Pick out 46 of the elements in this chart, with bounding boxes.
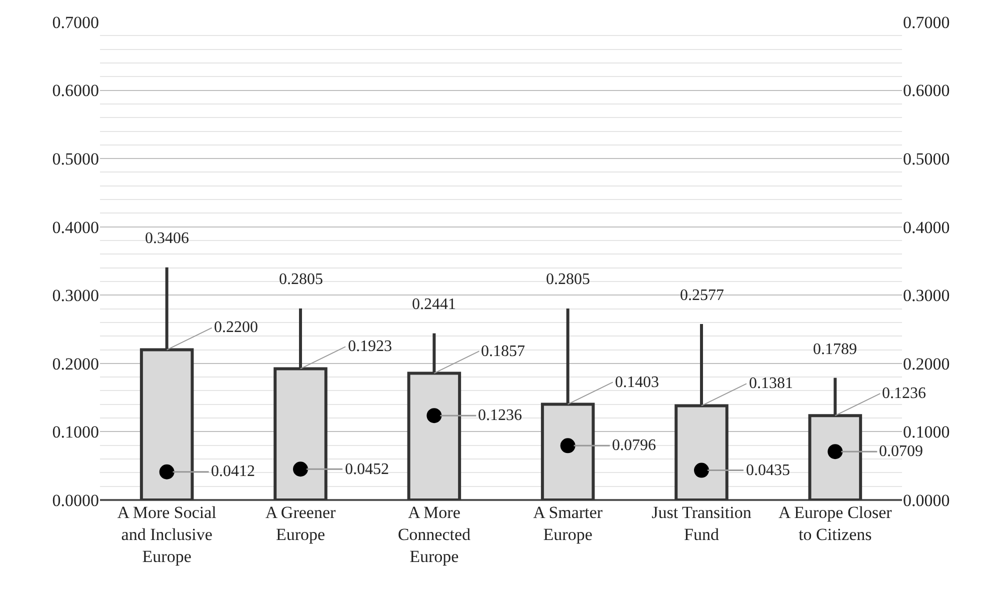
data-label: 0.1236	[478, 407, 522, 424]
data-label: 0.1381	[749, 375, 793, 392]
point	[426, 408, 442, 424]
y2-tick-label: 0.7000	[903, 12, 950, 32]
x-tick-label: Just Transition Fund	[652, 503, 752, 544]
annotation: 0.2805	[546, 271, 590, 288]
y2-tick-label: 0.5000	[903, 150, 950, 169]
x-tick-label: A Europe Closer to Citizens	[778, 503, 892, 544]
annotation: 0.2577	[680, 287, 724, 304]
y-tick-label: 0.7000	[52, 12, 99, 32]
y2-tick-label: 0.6000	[903, 81, 950, 100]
y-tick-label: 0.2000	[52, 354, 99, 374]
x-tick-label: A Smarter Europe	[533, 503, 603, 544]
y2-tick-label: 0.0000	[903, 490, 950, 510]
data-label: 0.0709	[879, 443, 923, 460]
data-label: 0.1403	[615, 374, 659, 391]
y-tick-label: 0.4000	[52, 218, 99, 237]
x-tick-label: A More Connected Europe	[398, 503, 472, 566]
point	[560, 438, 576, 454]
point	[293, 462, 308, 477]
data-label: 0.1236	[882, 385, 926, 402]
data-label: 0.0796	[612, 437, 656, 454]
data-label: 0.1923	[348, 338, 392, 355]
y-tick-label: 0.6000	[52, 81, 99, 100]
y-tick-label: 0.1000	[52, 422, 99, 442]
point	[694, 462, 709, 478]
y-tick-label: 0.5000	[52, 150, 99, 169]
annotation: 0.3406	[145, 230, 189, 247]
annotation: 0.2441	[412, 296, 456, 313]
y2-tick-label: 0.4000	[903, 218, 950, 237]
x-tick-label: A More Social and Inclusive Europe	[117, 503, 217, 566]
annotation: 0.2805	[279, 271, 323, 288]
data-label: 0.0435	[746, 462, 790, 479]
x-tick-label: A Greener Europe	[265, 503, 336, 544]
annotation: 0.1789	[813, 341, 857, 358]
data-label: 0.2200	[214, 319, 258, 336]
y2-tick-label: 0.1000	[903, 422, 950, 442]
y-tick-label: 0.3000	[52, 286, 99, 306]
data-label: 0.0412	[211, 463, 255, 480]
y2-tick-label: 0.2000	[903, 354, 950, 374]
point	[828, 444, 843, 460]
point	[159, 464, 174, 480]
y2-tick-label: 0.3000	[903, 286, 950, 306]
data-label: 0.1857	[481, 343, 525, 360]
data-label: 0.0452	[345, 461, 389, 478]
y-tick-label: 0.0000	[52, 490, 99, 510]
